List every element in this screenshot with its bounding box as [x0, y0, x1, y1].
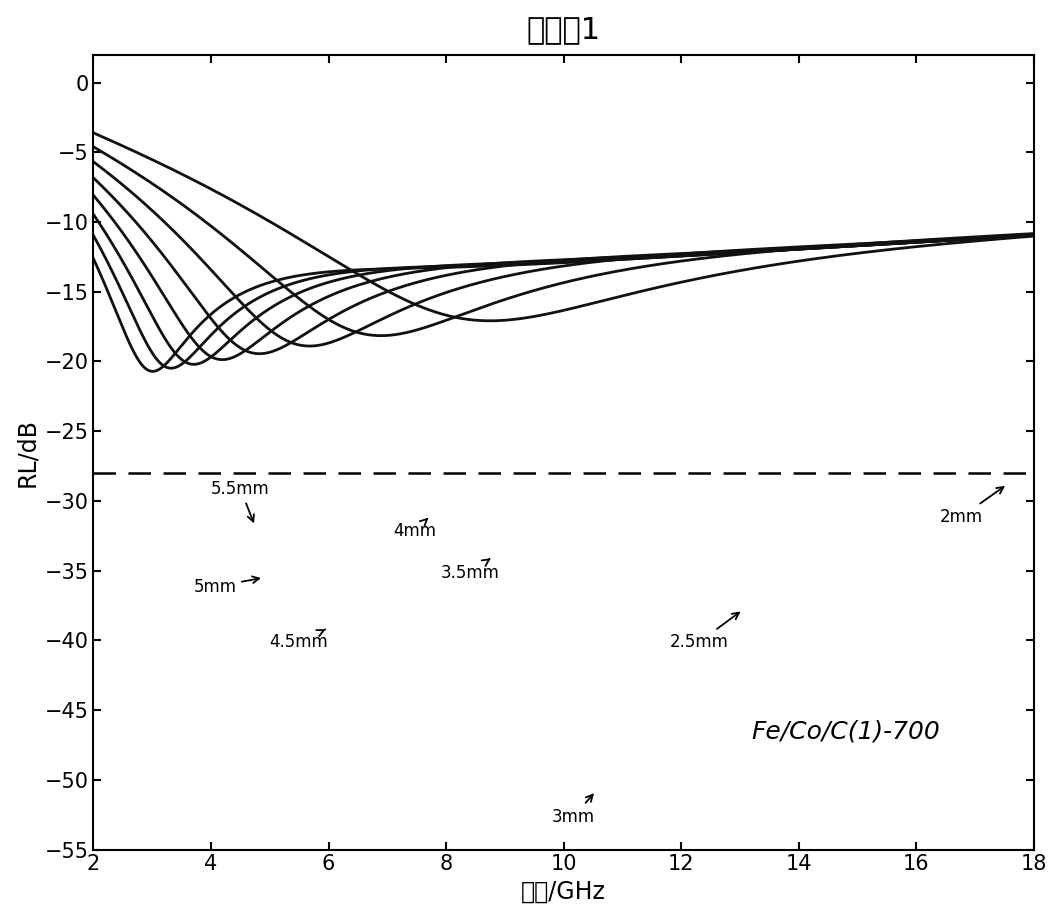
Text: 2mm: 2mm: [940, 487, 1004, 526]
X-axis label: 频率/GHz: 频率/GHz: [521, 880, 606, 904]
Text: 5.5mm: 5.5mm: [211, 480, 270, 522]
Text: 3mm: 3mm: [552, 795, 595, 825]
Text: 2.5mm: 2.5mm: [669, 613, 739, 652]
Text: 4mm: 4mm: [393, 518, 436, 539]
Text: 4.5mm: 4.5mm: [270, 630, 328, 652]
Text: 5mm: 5mm: [193, 576, 259, 596]
Y-axis label: RL/dB: RL/dB: [15, 418, 39, 486]
Title: 实施例1: 实施例1: [527, 15, 601, 44]
Text: Fe/Co/C(1)-700: Fe/Co/C(1)-700: [752, 719, 941, 743]
Text: 3.5mm: 3.5mm: [440, 559, 499, 582]
